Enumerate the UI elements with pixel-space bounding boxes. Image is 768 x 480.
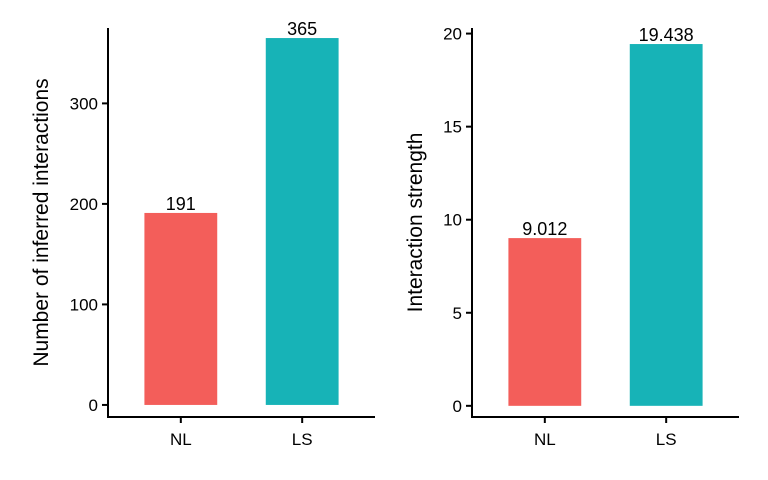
x-tick-label: NL [534,430,556,449]
y-tick-label: 5 [453,304,462,323]
bar-ls [265,38,339,405]
bar-value-label: 19.438 [639,25,694,45]
bar-value-label: 365 [287,19,317,39]
x-tick-label: NL [170,430,192,449]
chart-panel-interactions-count: 191 365 0 100 200 300 NL LS Number of inferred i… [30,19,375,449]
x-tick-label: LS [656,430,677,449]
bar-value-label: 9.012 [522,219,567,239]
bar-nl [508,238,582,406]
x-tick-label: LS [292,430,313,449]
bar-value-label: 191 [166,194,196,214]
y-tick-label: 15 [443,118,462,137]
y-tick-label: 200 [70,195,98,214]
y-tick-label: 10 [443,211,462,230]
chart-panel-interaction-strength: 9.012 19.438 0 5 10 15 20 NL LS Interaction stren… [404,25,739,449]
y-tick-label: 300 [70,94,98,113]
bar-ls [629,44,703,406]
y-tick-label: 0 [453,397,462,416]
y-tick-label: 100 [70,295,98,314]
y-tick-label: 0 [89,396,98,415]
y-axis-title: Interaction strength [404,133,427,313]
y-tick-label: 20 [443,25,462,44]
axis-lines [107,28,375,418]
y-axis-title: Number of inferred interactions [30,78,53,366]
bar-nl [144,212,218,405]
axis-lines [471,28,739,418]
